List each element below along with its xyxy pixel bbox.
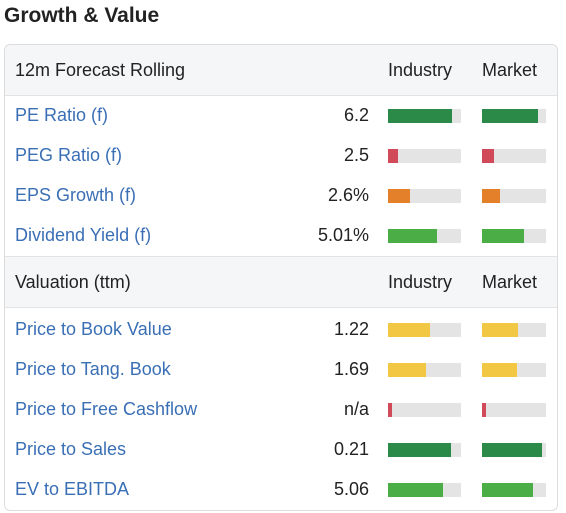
market-rank-bar (482, 229, 546, 243)
industry-bar-fill (388, 443, 451, 457)
metric-row: Price to Sales 0.21 (5, 430, 557, 470)
metric-value: 5.01% (317, 225, 369, 245)
market-rank-bar (482, 403, 546, 417)
section-title: 12m Forecast Rolling (15, 59, 186, 80)
market-rank-bar (482, 149, 546, 163)
metric-row: EV to EBITDA 5.06 (5, 470, 557, 510)
market-bar-fill (482, 403, 486, 417)
metric-row: PE Ratio (f) 6.2 (5, 96, 557, 136)
market-bar-fill (482, 443, 542, 457)
market-rank-bar (482, 363, 546, 377)
metric-value: 2.6% (327, 185, 369, 205)
market-rank-bar (482, 443, 546, 457)
metric-link[interactable]: Price to Book Value (15, 319, 172, 339)
industry-column-header: Industry (388, 271, 453, 292)
industry-rank-bar (388, 109, 461, 123)
section-title: Valuation (ttm) (15, 271, 131, 292)
market-bar-fill (482, 323, 519, 337)
section-header-forecast: 12m Forecast Rolling Industry Market (5, 45, 557, 96)
metric-link[interactable]: Dividend Yield (f) (15, 225, 152, 245)
metric-value: 1.69 (333, 359, 369, 379)
industry-bar-fill (388, 483, 443, 497)
metric-link[interactable]: PE Ratio (f) (15, 105, 109, 125)
page-title: Growth & Value (4, 4, 160, 27)
growth-value-panel: 12m Forecast Rolling Industry Market PE … (4, 44, 558, 511)
metric-row: Price to Tang. Book 1.69 (5, 350, 557, 390)
market-bar-fill (482, 229, 525, 243)
metric-link[interactable]: PEG Ratio (f) (15, 145, 123, 165)
market-column-header: Market (482, 59, 538, 80)
metric-row: EPS Growth (f) 2.6% (5, 176, 557, 216)
market-bar-fill (482, 483, 534, 497)
section-header-valuation: Valuation (ttm) Industry Market (5, 256, 557, 308)
industry-rank-bar (388, 229, 461, 243)
industry-rank-bar (388, 149, 461, 163)
metric-value: 1.22 (333, 319, 369, 339)
market-bar-fill (482, 149, 494, 163)
market-bar-fill (482, 189, 500, 203)
industry-bar-fill (388, 403, 392, 417)
section-rows-forecast: PE Ratio (f) 6.2 PEG Ratio (f) 2.5 EPS G… (5, 96, 557, 256)
metric-link[interactable]: Price to Free Cashflow (15, 399, 198, 419)
metric-row: Price to Free Cashflow n/a (5, 390, 557, 430)
metric-value: 6.2 (343, 105, 369, 125)
industry-rank-bar (388, 323, 461, 337)
industry-rank-bar (388, 483, 461, 497)
industry-column-header: Industry (388, 59, 453, 80)
market-bar-fill (482, 363, 517, 377)
section-rows-valuation: Price to Book Value 1.22 Price to Tang. … (5, 308, 557, 510)
metric-row: Dividend Yield (f) 5.01% (5, 216, 557, 256)
market-rank-bar (482, 483, 546, 497)
market-rank-bar (482, 323, 546, 337)
market-rank-bar (482, 109, 546, 123)
industry-bar-fill (388, 109, 453, 123)
industry-bar-fill (388, 323, 431, 337)
market-column-header: Market (482, 271, 538, 292)
industry-rank-bar (388, 363, 461, 377)
metric-link[interactable]: Price to Sales (15, 439, 127, 459)
metric-value: 2.5 (343, 145, 369, 165)
metric-row: PEG Ratio (f) 2.5 (5, 136, 557, 176)
metric-link[interactable]: EPS Growth (f) (15, 185, 137, 205)
industry-bar-fill (388, 149, 399, 163)
industry-bar-fill (388, 229, 437, 243)
industry-rank-bar (388, 403, 461, 417)
metric-value: 5.06 (333, 479, 369, 499)
industry-rank-bar (388, 443, 461, 457)
metric-row: Price to Book Value 1.22 (5, 310, 557, 350)
market-bar-fill (482, 109, 539, 123)
industry-rank-bar (388, 189, 461, 203)
metric-value: 0.21 (333, 439, 369, 459)
metric-link[interactable]: Price to Tang. Book (15, 359, 171, 379)
industry-bar-fill (388, 189, 410, 203)
metric-value: n/a (343, 399, 369, 419)
market-rank-bar (482, 189, 546, 203)
metric-link[interactable]: EV to EBITDA (15, 479, 130, 499)
industry-bar-fill (388, 363, 426, 377)
